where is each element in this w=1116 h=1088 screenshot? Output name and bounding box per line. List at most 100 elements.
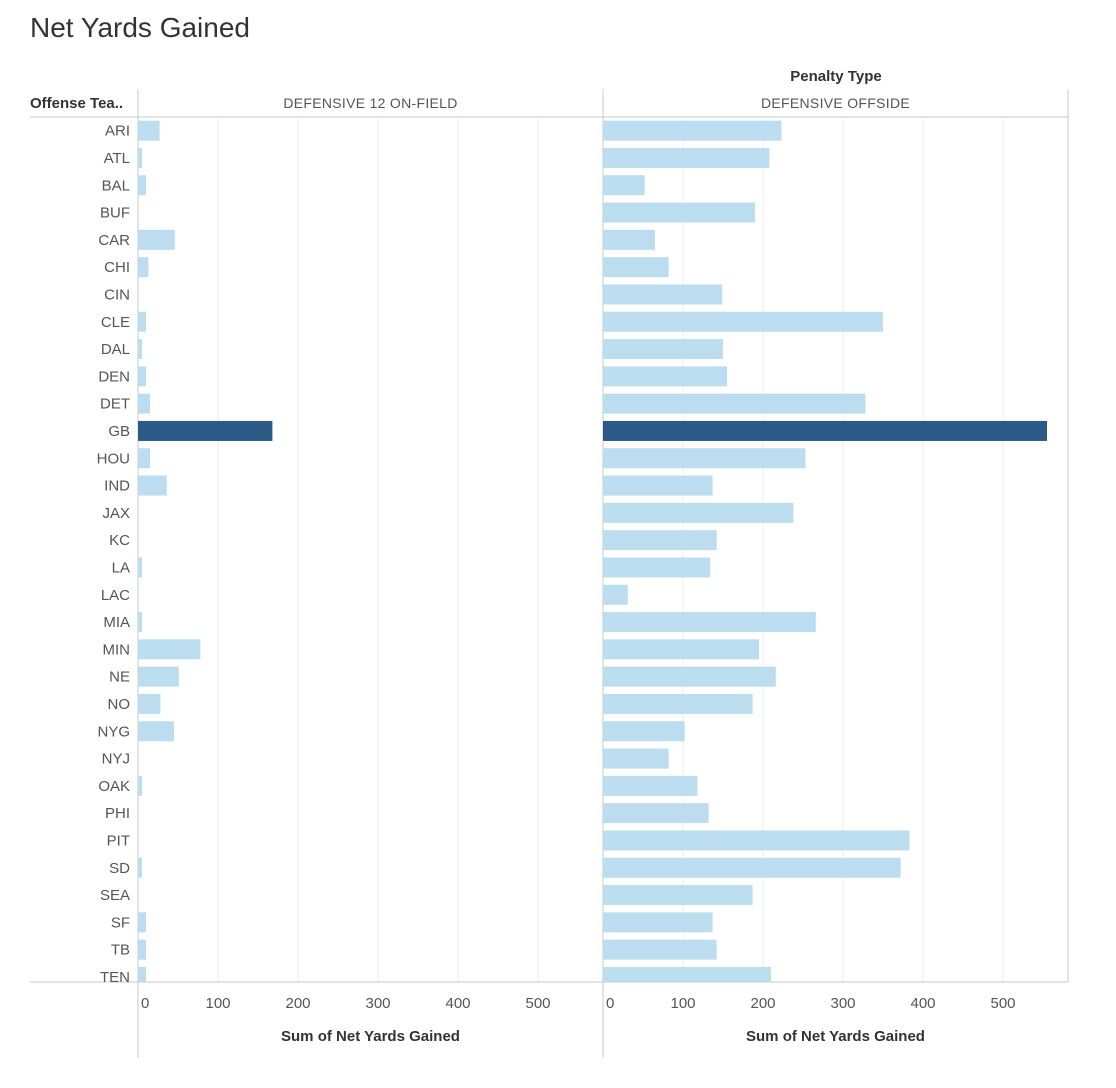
bar[interactable]: [138, 939, 146, 960]
bar[interactable]: [603, 229, 655, 250]
bar[interactable]: [138, 175, 146, 196]
bar[interactable]: [603, 175, 645, 196]
row-label: ARI: [105, 123, 130, 140]
bar[interactable]: [603, 366, 727, 387]
bar[interactable]: [138, 393, 150, 414]
row-header-title: Offense Tea..: [30, 95, 123, 112]
row-label: DAL: [101, 341, 130, 358]
bar[interactable]: [603, 721, 685, 742]
bar[interactable]: [603, 202, 755, 223]
page-title: Net Yards Gained: [30, 12, 250, 43]
row-label: TB: [111, 942, 130, 959]
panel-header: DEFENSIVE 12 ON-FIELD: [283, 95, 457, 111]
row-label: KC: [109, 532, 130, 549]
row-label: MIN: [103, 641, 131, 658]
bar[interactable]: [138, 311, 146, 332]
row-label: LAC: [101, 587, 130, 604]
bar[interactable]: [138, 612, 142, 633]
bar[interactable]: [603, 257, 669, 278]
bars-layer: [138, 120, 1047, 982]
panel-headers: DEFENSIVE 12 ON-FIELD DEFENSIVE OFFSIDE: [283, 95, 910, 111]
row-label: SD: [109, 860, 130, 877]
bar[interactable]: [603, 803, 709, 824]
row-label: LA: [112, 559, 130, 576]
bar[interactable]: [603, 530, 717, 551]
x-tick-label: 0: [141, 995, 149, 1012]
bar[interactable]: [603, 639, 759, 660]
bar[interactable]: [603, 693, 753, 714]
bar[interactable]: [603, 120, 782, 141]
bar[interactable]: [603, 885, 753, 906]
bar[interactable]: [603, 612, 816, 633]
bar[interactable]: [138, 693, 161, 714]
bar[interactable]: [138, 775, 142, 796]
row-label: BUF: [100, 205, 130, 222]
bar[interactable]: [138, 639, 201, 660]
bar[interactable]: [138, 147, 142, 168]
bar[interactable]: [138, 721, 174, 742]
row-label: CIN: [104, 286, 130, 303]
bar[interactable]: [603, 557, 711, 578]
bar[interactable]: [138, 557, 142, 578]
x-tick-label: 500: [525, 995, 550, 1012]
bar[interactable]: [603, 420, 1047, 441]
x-axis-titles: Sum of Net Yards Gained Sum of Net Yards …: [281, 1028, 925, 1045]
bar[interactable]: [603, 502, 794, 523]
row-label: JAX: [102, 505, 130, 522]
column-header-title: Penalty Type: [790, 68, 881, 85]
row-label: ATL: [104, 150, 130, 167]
bar[interactable]: [603, 939, 717, 960]
bar[interactable]: [138, 857, 142, 878]
row-label: SF: [111, 914, 130, 931]
bar[interactable]: [603, 147, 770, 168]
bar[interactable]: [138, 666, 179, 687]
bar[interactable]: [138, 257, 149, 278]
bar[interactable]: [603, 311, 883, 332]
bar[interactable]: [138, 448, 150, 469]
x-tick-label: 400: [910, 995, 935, 1012]
bar[interactable]: [603, 393, 866, 414]
bar[interactable]: [138, 420, 273, 441]
bar[interactable]: [603, 775, 698, 796]
x-tick-label: 100: [670, 995, 695, 1012]
x-tick-label: 200: [285, 995, 310, 1012]
bar[interactable]: [138, 366, 146, 387]
row-label: CLE: [101, 314, 130, 331]
row-label: OAK: [98, 778, 130, 795]
row-label: SEA: [100, 887, 130, 904]
bar[interactable]: [138, 475, 167, 496]
x-tick-label: 400: [445, 995, 470, 1012]
row-label: NO: [108, 696, 131, 713]
bar[interactable]: [138, 120, 160, 141]
bar[interactable]: [603, 475, 713, 496]
x-tick-label: 300: [365, 995, 390, 1012]
bar[interactable]: [603, 666, 776, 687]
row-labels: ARI ATL BAL BUF CAR CHI CIN CLE DAL DEN DET GB HOU IN…: [97, 123, 131, 986]
row-label: IND: [104, 478, 130, 495]
bar[interactable]: [603, 448, 806, 469]
bar[interactable]: [603, 584, 628, 605]
row-label: CHI: [104, 259, 130, 276]
bar[interactable]: [138, 912, 146, 933]
bar[interactable]: [603, 284, 723, 305]
row-label: GB: [108, 423, 130, 440]
row-label: DEN: [98, 368, 130, 385]
x-axis-ticks: 0 100 200 300 400 500 0 100 200 300 400 500: [141, 995, 1016, 1012]
bar[interactable]: [138, 966, 146, 982]
row-label: NE: [109, 669, 130, 686]
bar[interactable]: [603, 857, 901, 878]
bar[interactable]: [138, 229, 175, 250]
row-label: CAR: [98, 232, 130, 249]
bar[interactable]: [603, 339, 723, 360]
x-tick-label: 300: [830, 995, 855, 1012]
panel-header: DEFENSIVE OFFSIDE: [761, 95, 910, 111]
bar[interactable]: [603, 748, 669, 769]
bar[interactable]: [603, 912, 713, 933]
row-label: NYJ: [102, 751, 130, 768]
x-axis-title: Sum of Net Yards Gained: [746, 1028, 925, 1045]
x-tick-label: 500: [990, 995, 1015, 1012]
bar[interactable]: [138, 339, 142, 360]
bar[interactable]: [603, 830, 910, 851]
bar[interactable]: [603, 966, 771, 982]
